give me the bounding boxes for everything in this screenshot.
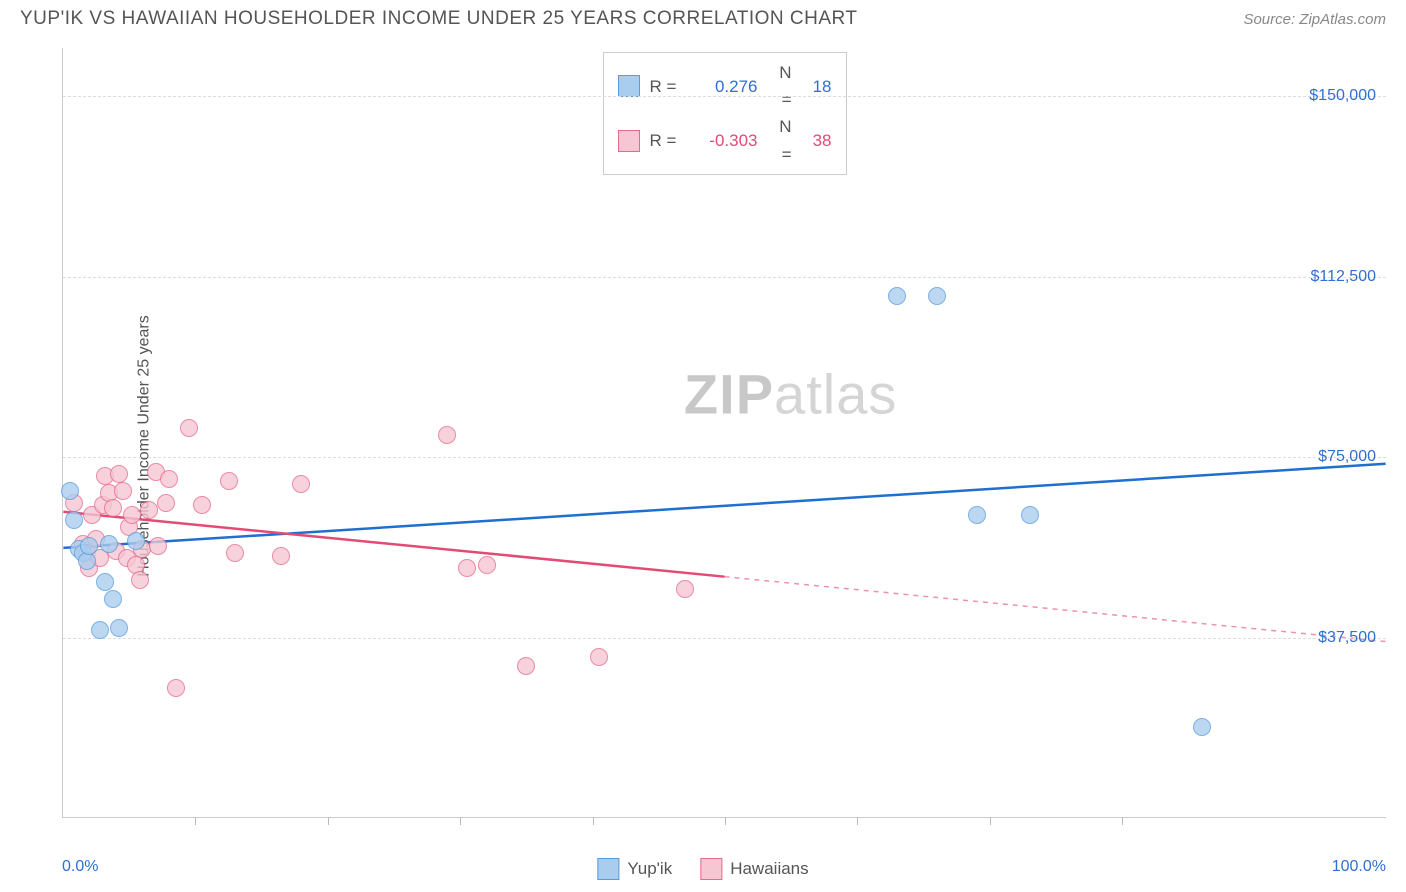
x-tick [990, 817, 991, 825]
scatter-point [160, 470, 178, 488]
scatter-point [167, 679, 185, 697]
scatter-point [114, 482, 132, 500]
scatter-point [1021, 506, 1039, 524]
scatter-point [80, 537, 98, 555]
stats-row: R = -0.303 N = 38 [618, 113, 832, 167]
scatter-point [928, 287, 946, 305]
watermark-light: atlas [774, 363, 897, 426]
scatter-point [131, 571, 149, 589]
scatter-point [91, 621, 109, 639]
y-tick-label: $75,000 [1318, 448, 1376, 466]
scatter-point [104, 590, 122, 608]
x-tick [725, 817, 726, 825]
stats-n-label: N = [768, 59, 792, 113]
chart-source: Source: ZipAtlas.com [1243, 11, 1386, 28]
scatter-point [968, 506, 986, 524]
scatter-point [458, 559, 476, 577]
legend-item: Yup'ik [597, 858, 672, 880]
series-legend: Yup'ik Hawaiians [597, 858, 808, 880]
y-tick-label: $37,500 [1318, 629, 1376, 647]
x-tick [857, 817, 858, 825]
x-tick [195, 817, 196, 825]
stats-n-label: N = [768, 113, 792, 167]
grid-line [63, 277, 1386, 278]
scatter-point [123, 506, 141, 524]
watermark-bold: ZIP [684, 363, 774, 426]
scatter-point [292, 475, 310, 493]
x-axis-min-label: 0.0% [62, 858, 98, 876]
y-tick-label: $150,000 [1309, 87, 1376, 105]
scatter-point [149, 537, 167, 555]
stats-swatch [618, 130, 640, 152]
stats-swatch [618, 75, 640, 97]
trend-line-solid [63, 464, 1385, 548]
x-tick [460, 817, 461, 825]
scatter-point [127, 532, 145, 550]
scatter-point [140, 501, 158, 519]
scatter-point [100, 535, 118, 553]
scatter-point [65, 511, 83, 529]
y-tick-label: $112,500 [1310, 268, 1376, 286]
x-tick [1122, 817, 1123, 825]
legend-label: Hawaiians [730, 859, 808, 879]
legend-item: Hawaiians [700, 858, 808, 880]
x-axis-max-label: 100.0% [1332, 858, 1386, 876]
scatter-point [110, 619, 128, 637]
scatter-point [104, 499, 122, 517]
x-tick [593, 817, 594, 825]
scatter-point [1193, 718, 1211, 736]
scatter-point [110, 465, 128, 483]
trend-line-dashed [725, 577, 1386, 642]
grid-line [63, 457, 1386, 458]
scatter-point [438, 426, 456, 444]
scatter-point [676, 580, 694, 598]
stats-row: R = 0.276 N = 18 [618, 59, 832, 113]
scatter-point [272, 547, 290, 565]
x-tick [328, 817, 329, 825]
stats-n-value: 38 [802, 127, 832, 154]
stats-r-value: -0.303 [688, 127, 758, 154]
scatter-point [517, 657, 535, 675]
chart-plot-area: ZIPatlas R = 0.276 N = 18 R = -0.303 N =… [62, 48, 1386, 818]
scatter-point [180, 419, 198, 437]
scatter-point [61, 482, 79, 500]
scatter-point [193, 496, 211, 514]
legend-label: Yup'ik [627, 859, 672, 879]
correlation-stats-box: R = 0.276 N = 18 R = -0.303 N = 38 [603, 52, 847, 175]
watermark: ZIPatlas [684, 362, 897, 427]
chart-header: YUP'IK VS HAWAIIAN HOUSEHOLDER INCOME UN… [0, 0, 1406, 34]
grid-line [63, 96, 1386, 97]
scatter-point [96, 573, 114, 591]
stats-r-label: R = [650, 127, 678, 154]
chart-title: YUP'IK VS HAWAIIAN HOUSEHOLDER INCOME UN… [20, 8, 857, 30]
scatter-point [157, 494, 175, 512]
scatter-point [226, 544, 244, 562]
scatter-point [590, 648, 608, 666]
legend-swatch [700, 858, 722, 880]
scatter-point [220, 472, 238, 490]
legend-swatch [597, 858, 619, 880]
scatter-point [478, 556, 496, 574]
scatter-point [888, 287, 906, 305]
grid-line [63, 638, 1386, 639]
